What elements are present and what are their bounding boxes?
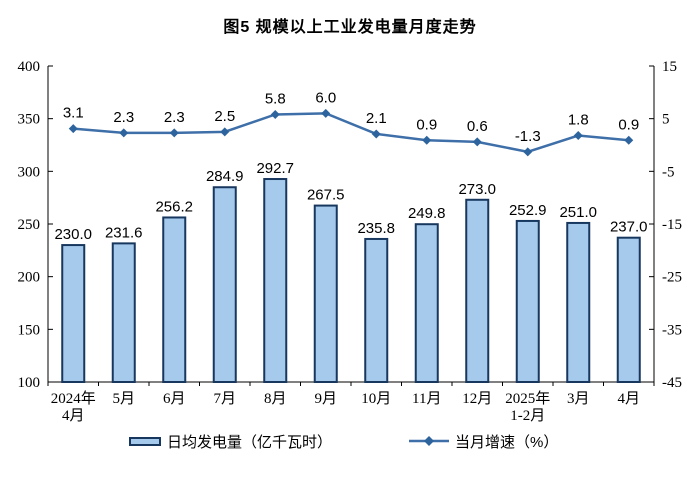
y-axis-tick-label-right: 15: [662, 59, 677, 75]
line-marker: [119, 128, 129, 138]
legend-line-swatch-icon: [409, 436, 449, 446]
bar-value-label: 267.5: [307, 187, 345, 204]
line-value-label: 2.1: [366, 110, 387, 127]
legend-item-line: 当月增速（%）: [409, 430, 558, 452]
bar-value-label: 231.6: [105, 224, 143, 241]
x-axis-label: 2024年: [51, 390, 96, 407]
y-axis-tick-label-right: -15: [662, 217, 682, 233]
bar-value-label: 256.2: [155, 198, 193, 215]
x-axis-label: 9月: [314, 391, 337, 407]
line-marker: [573, 131, 583, 141]
line-value-label: 2.5: [214, 108, 235, 125]
x-axis-label: 7月: [213, 391, 236, 407]
line-marker: [220, 127, 230, 137]
bar-value-label: 252.9: [509, 202, 547, 219]
bar: [313, 204, 338, 383]
x-axis-label: 12月: [462, 391, 492, 407]
bar: [465, 198, 490, 383]
bar: [616, 236, 641, 383]
y-axis-tick-label-left: 200: [18, 270, 41, 286]
bar: [162, 216, 187, 383]
legend: 日均发电量（亿千瓦时） 当月增速（%）: [0, 430, 700, 452]
bar-value-label: 230.0: [54, 226, 92, 243]
x-axis-label: 4月: [617, 391, 640, 407]
line-value-label: 6.0: [315, 89, 336, 106]
bar-value-label: 237.0: [610, 219, 648, 236]
bar-value-label: 292.7: [256, 160, 294, 177]
line-value-label: 2.3: [113, 109, 134, 126]
y-axis-tick-label-right: -25: [662, 270, 682, 286]
bar-value-label: 235.8: [357, 220, 395, 237]
line-marker: [68, 124, 78, 134]
chart-title: 图5 规模以上工业发电量月度走势: [223, 19, 477, 36]
line-value-label: 5.8: [265, 90, 286, 107]
bar: [263, 178, 288, 383]
y-axis-tick-label-left: 150: [18, 322, 41, 338]
x-axis-label: 2025年: [505, 390, 550, 407]
bar-value-label: 251.0: [559, 204, 597, 221]
line-marker: [169, 128, 179, 138]
y-axis-tick-label-right: -35: [662, 322, 682, 338]
y-axis-tick-label-right: -5: [662, 164, 675, 180]
bar: [414, 223, 439, 383]
line-marker: [422, 135, 432, 145]
y-axis-tick-label-left: 400: [18, 59, 41, 75]
line-value-label: 2.3: [164, 109, 185, 126]
x-axis-label: 1-2月: [510, 408, 545, 424]
line-marker: [472, 137, 482, 147]
bar-value-label: 273.0: [458, 181, 496, 198]
bar: [111, 242, 136, 383]
line-marker: [624, 135, 634, 145]
y-axis-tick-label-right: 5: [662, 112, 670, 128]
line-value-label: -1.3: [515, 128, 541, 145]
line-value-label: 0.6: [467, 118, 488, 135]
x-axis-label: 10月: [361, 391, 391, 407]
line-value-label: 3.1: [63, 105, 84, 122]
bar-value-label: 284.9: [206, 168, 244, 185]
legend-line-label: 当月增速（%）: [455, 433, 559, 451]
line-value-label: 0.9: [618, 116, 639, 133]
x-axis-label: 3月: [567, 391, 590, 407]
legend-bar-swatch-icon: [129, 436, 161, 446]
bar: [61, 244, 86, 383]
y-axis-tick-label-left: 100: [18, 375, 41, 391]
x-axis-label: 8月: [264, 391, 287, 407]
bar: [566, 221, 591, 383]
line-marker: [321, 108, 331, 118]
x-axis-label: 5月: [112, 391, 135, 407]
bar: [515, 219, 540, 383]
line-marker: [371, 129, 381, 139]
bar: [364, 237, 389, 383]
bar-value-label: 249.8: [408, 205, 446, 222]
line-value-label: 0.9: [416, 116, 437, 133]
line-marker: [523, 147, 533, 157]
x-axis-label: 11月: [412, 391, 441, 407]
y-axis-tick-label-right: -45: [662, 375, 682, 391]
bar: [212, 186, 237, 383]
x-axis-label: 6月: [163, 391, 186, 407]
legend-bar-label: 日均发电量（亿千瓦时）: [167, 433, 333, 451]
y-axis-tick-label-left: 350: [18, 112, 41, 128]
line-series: [73, 112, 629, 154]
line-value-label: 1.8: [568, 112, 589, 129]
y-axis-tick-label-left: 300: [18, 164, 41, 180]
plot-area: 100 150 200 250 300 350 400 -45 -35 -25 -15 -5 5 15 23…: [18, 59, 683, 424]
legend-item-bar: 日均发电量（亿千瓦时）: [129, 430, 332, 452]
y-axis-tick-label-left: 250: [18, 217, 41, 233]
x-axis-label: 4月: [62, 408, 85, 424]
line-marker: [270, 109, 280, 119]
